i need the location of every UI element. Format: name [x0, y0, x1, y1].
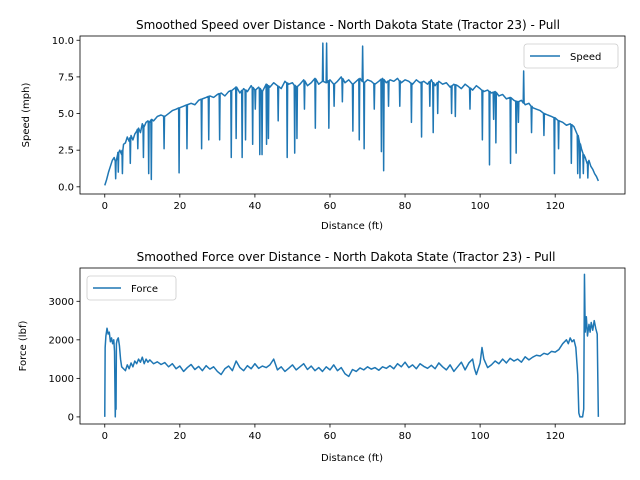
y-tick-label: 5.0	[58, 109, 74, 120]
x-axis: 0 20 40 60 80 100 120	[102, 424, 565, 442]
y-tick-label: 2000	[49, 335, 74, 346]
x-tick-label: 120	[546, 201, 565, 212]
x-tick-label: 80	[399, 201, 412, 212]
legend-box	[86, 275, 177, 301]
y-tick-label: 0	[68, 412, 74, 423]
y-tick-label: 2.5	[58, 146, 74, 157]
x-tick-label: 100	[471, 431, 490, 442]
x-tick-label: 40	[249, 431, 262, 442]
x-tick-label: 120	[546, 431, 565, 442]
chart-title: Smoothed Speed over Distance - North Dak…	[136, 18, 560, 32]
x-tick-label: 20	[173, 431, 186, 442]
x-tick-label: 40	[249, 201, 262, 212]
force-chart: Smoothed Force over Distance - North Dak…	[18, 250, 626, 464]
x-tick-label: 0	[102, 431, 108, 442]
y-axis-label: Speed (mph)	[21, 83, 32, 148]
plot-area	[104, 42, 600, 186]
x-tick-label: 0	[102, 201, 108, 212]
x-tick-label: 60	[324, 201, 337, 212]
plot-frame	[79, 35, 626, 195]
y-axis-label: Force (lbf)	[18, 321, 29, 372]
y-tick-label: 7.5	[58, 72, 74, 83]
x-tick-label: 100	[471, 201, 490, 212]
series-line-speed	[104, 42, 600, 186]
x-tick-label: 80	[399, 431, 412, 442]
x-axis: 0 20 40 60 80 100 120	[102, 194, 565, 212]
y-tick-label: 0.0	[58, 182, 74, 193]
x-tick-label: 20	[173, 201, 186, 212]
x-tick-label: 60	[324, 431, 337, 442]
y-tick-label: 10.0	[52, 36, 74, 47]
y-axis: 0 1000 2000 3000	[49, 297, 80, 423]
legend-box	[523, 43, 619, 69]
plot-area	[104, 273, 600, 418]
legend-label-speed: Speed	[570, 52, 601, 63]
x-axis-label: Distance (ft)	[321, 453, 383, 464]
legend: Force	[86, 275, 177, 301]
legend-label-force: Force	[131, 284, 158, 295]
chart-title: Smoothed Force over Distance - North Dak…	[137, 250, 556, 264]
series-line-force	[104, 273, 600, 418]
y-tick-label: 3000	[49, 297, 74, 308]
y-axis: 0.0 2.5 5.0 7.5 10.0	[52, 36, 80, 193]
y-tick-label: 1000	[49, 374, 74, 385]
legend: Speed	[523, 43, 619, 69]
speed-chart: Smoothed Speed over Distance - North Dak…	[21, 18, 626, 232]
x-axis-label: Distance (ft)	[321, 221, 383, 232]
plot-frame	[79, 267, 626, 425]
